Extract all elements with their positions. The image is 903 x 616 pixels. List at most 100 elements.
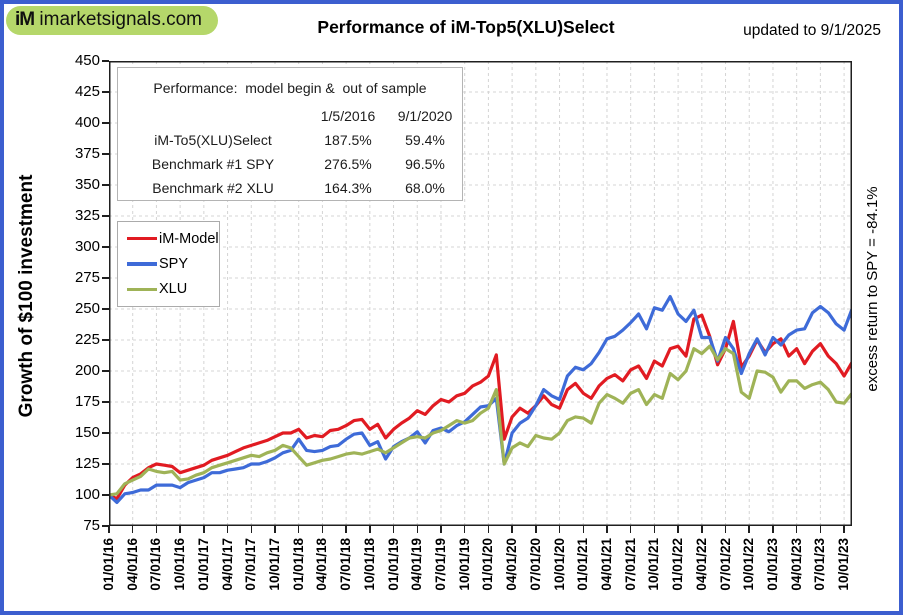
y-tick-label: 300: [74, 238, 100, 255]
y-tick-label: 325: [74, 207, 100, 224]
x-tick-label: 07/01/23: [812, 538, 828, 591]
performance-table: Performance: model begin & out of sample…: [117, 67, 463, 201]
x-tick-mark: [155, 526, 158, 533]
x-tick-mark: [321, 526, 324, 533]
x-tick-label: 10/01/16: [172, 538, 188, 591]
x-tick-mark: [345, 526, 347, 533]
x-tick-mark: [701, 526, 703, 533]
table-row-label: Benchmark #2 XLU: [152, 180, 274, 196]
page-title: Performance of iM-Top5(XLU)Select: [317, 17, 615, 37]
x-tick-label: 07/01/16: [148, 538, 164, 591]
x-tick-label: 10/01/21: [646, 538, 662, 591]
x-tick-label: 10/01/18: [361, 538, 377, 591]
legend: iM-Model SPY XLU: [117, 221, 220, 307]
x-tick-label: 07/01/19: [432, 538, 448, 591]
legend-swatch: [127, 287, 157, 292]
x-tick-label: 07/01/17: [243, 538, 259, 591]
x-tick-mark: [677, 526, 679, 533]
x-tick-label: 10/01/23: [836, 538, 852, 591]
y-tick-label: 250: [74, 300, 100, 317]
x-tick-label: 01/01/18: [290, 538, 306, 591]
x-tick-mark: [440, 526, 442, 533]
legend-swatch: [127, 236, 157, 241]
x-tick-mark: [535, 526, 537, 533]
legend-label: XLU: [159, 281, 188, 298]
y-tick-label: 350: [74, 176, 100, 193]
x-tick-mark: [748, 526, 750, 533]
x-tick-mark: [606, 526, 608, 533]
y-tick-mark: [102, 463, 109, 465]
x-tick-label: 07/01/20: [527, 538, 543, 591]
x-tick-mark: [772, 526, 774, 533]
legend-swatch: [127, 262, 157, 266]
y-tick-mark: [102, 339, 109, 341]
table-col-header: 1/5/2016: [320, 108, 376, 124]
y-tick-mark: [102, 494, 109, 496]
logo-pill: iM imarketsignals.com: [6, 6, 218, 35]
plot-svg: [109, 61, 852, 526]
y-tick-mark: [102, 432, 109, 434]
x-tick-label: 10/01/20: [551, 538, 567, 591]
chart-line-XLU: [109, 344, 852, 497]
table-corner-spacer: [118, 104, 308, 128]
x-tick-label: 04/01/21: [598, 538, 614, 591]
table-col-header: 9/1/2020: [397, 108, 453, 124]
y-tick-label: 275: [74, 269, 100, 286]
y-tick-label: 425: [74, 83, 100, 100]
x-tick-label: 01/01/21: [575, 538, 591, 591]
x-tick-label: 10/01/22: [741, 538, 757, 591]
x-tick-label: 01/01/16: [101, 538, 116, 591]
x-tick-label: 10/01/17: [266, 538, 282, 591]
x-tick-label: 04/01/23: [788, 538, 804, 591]
y-tick-mark: [102, 184, 109, 186]
x-tick-label: 07/01/21: [622, 538, 638, 591]
x-tick-label: 04/01/17: [219, 538, 235, 591]
x-tick-label: 01/01/20: [480, 538, 496, 591]
x-tick-mark: [203, 526, 205, 533]
y-tick-mark: [102, 246, 109, 248]
plot-frame: [109, 61, 852, 526]
performance-table-title: Performance: model begin & out of sample: [153, 80, 427, 96]
x-tick-label: 04/01/20: [504, 538, 520, 591]
x-tick-label: 07/01/22: [717, 538, 733, 591]
y-tick-mark: [102, 153, 109, 155]
y-tick-mark: [102, 122, 109, 124]
table-cell-value: 96.5%: [405, 156, 445, 172]
x-tick-label: 01/01/17: [195, 538, 211, 591]
x-tick-mark: [582, 526, 584, 533]
updated-to-label: updated to 9/1/2025: [743, 22, 881, 39]
x-tick-mark: [463, 526, 466, 533]
table-cell-value: 68.0%: [405, 180, 445, 196]
y-tick-mark: [102, 277, 109, 279]
x-tick-mark: [250, 526, 253, 533]
x-tick-mark: [179, 526, 181, 533]
x-tick-mark: [724, 526, 727, 533]
table-cell-value: 59.4%: [405, 132, 445, 148]
x-tick-mark: [819, 526, 822, 533]
x-tick-mark: [843, 526, 845, 533]
legend-label: iM-Model: [159, 230, 219, 247]
y-tick-mark: [102, 370, 109, 372]
y-tick-label: 375: [74, 145, 100, 162]
table-row-label: iM-To5(XLU)Select: [154, 132, 272, 148]
legend-item-XLU: XLU: [127, 281, 219, 297]
plot-area: [109, 61, 852, 526]
table-cell-value: 187.5%: [324, 132, 372, 148]
y-tick-label: 200: [74, 362, 100, 379]
y-tick-mark: [102, 215, 109, 217]
y-tick-mark: [102, 525, 109, 527]
x-tick-mark: [558, 526, 561, 533]
x-tick-label: 04/01/16: [124, 538, 140, 591]
x-tick-mark: [511, 526, 513, 533]
excess-return-label: excess return to SPY = -84.1%: [864, 186, 881, 392]
x-tick-mark: [297, 526, 300, 533]
legend-label: SPY: [159, 255, 189, 272]
y-tick-label: 75: [83, 517, 100, 534]
x-tick-mark: [629, 526, 632, 533]
table-cell-value: 164.3%: [324, 180, 372, 196]
x-tick-mark: [274, 526, 276, 533]
x-tick-label: 04/01/22: [693, 538, 709, 591]
logo-domain-text: imarketsignals.com: [39, 9, 202, 30]
legend-item-iM-Model: iM-Model: [127, 231, 219, 247]
